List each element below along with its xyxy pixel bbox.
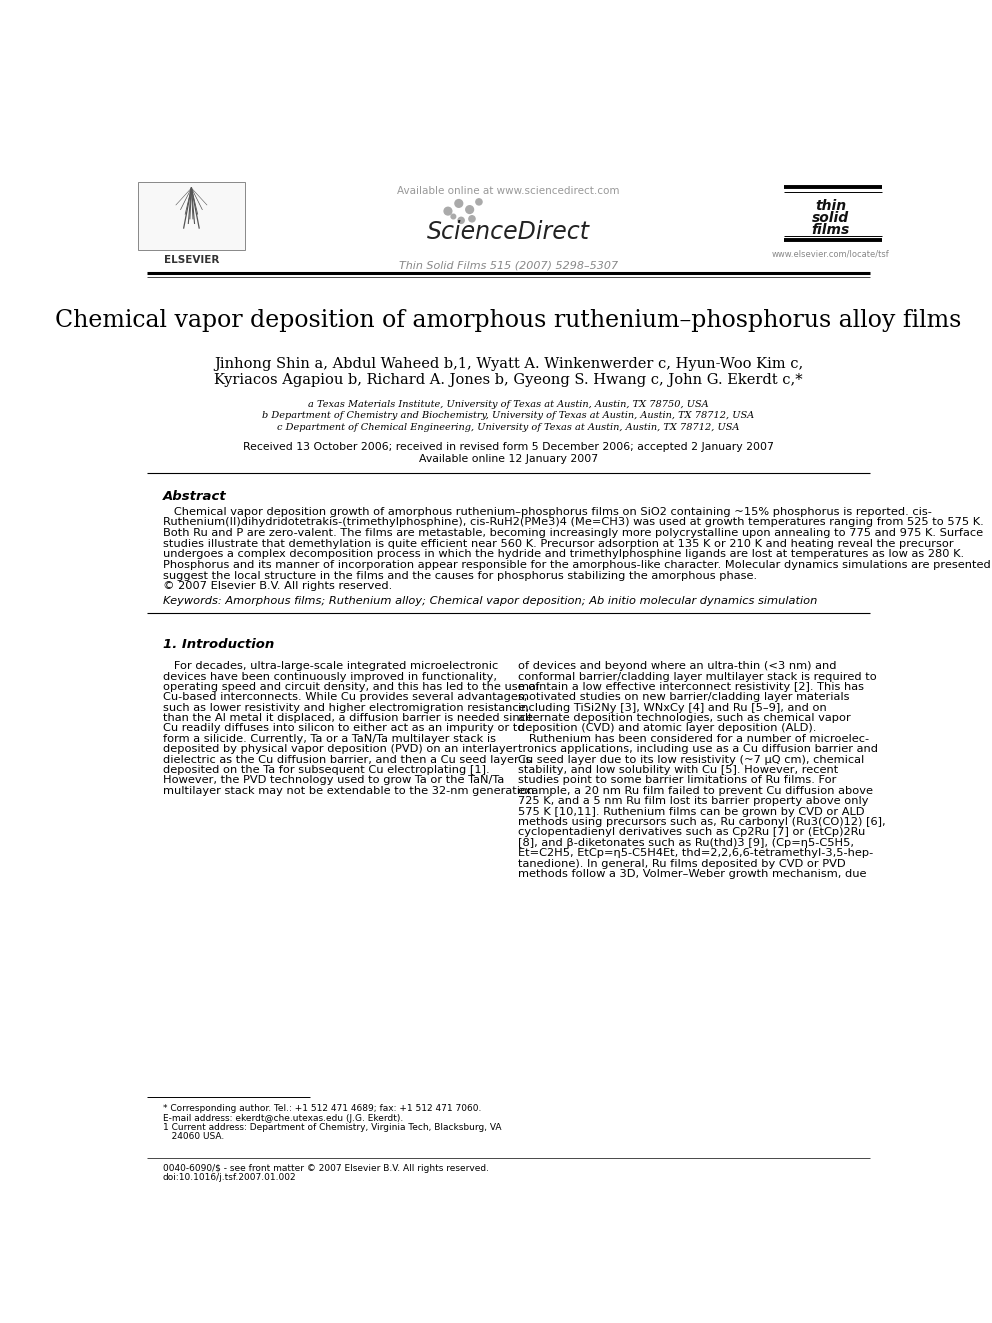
Text: 1. Introduction: 1. Introduction [163, 638, 274, 651]
Text: Available online at www.sciencedirect.com: Available online at www.sciencedirect.co… [397, 185, 620, 196]
Text: b Department of Chemistry and Biochemistry, University of Texas at Austin, Austi: b Department of Chemistry and Biochemist… [262, 411, 755, 421]
Text: multilayer stack may not be extendable to the 32-nm generation: multilayer stack may not be extendable t… [163, 786, 534, 796]
Text: However, the PVD technology used to grow Ta or the TaN/Ta: However, the PVD technology used to grow… [163, 775, 504, 786]
Text: 575 K [10,11]. Ruthenium films can be grown by CVD or ALD: 575 K [10,11]. Ruthenium films can be gr… [518, 807, 864, 816]
Text: Ruthenium has been considered for a number of microelec-: Ruthenium has been considered for a numb… [518, 734, 869, 744]
Text: motivated studies on new barrier/cladding layer materials: motivated studies on new barrier/claddin… [518, 692, 849, 703]
Text: dielectric as the Cu diffusion barrier, and then a Cu seed layer is: dielectric as the Cu diffusion barrier, … [163, 754, 532, 765]
Text: thin: thin [815, 198, 846, 213]
Circle shape [466, 206, 473, 213]
Text: Et=C2H5, EtCp=η5-C5H4Et, thd=2,2,6,6-tetramethyl-3,5-hep-: Et=C2H5, EtCp=η5-C5H4Et, thd=2,2,6,6-tet… [518, 848, 873, 859]
Text: than the Al metal it displaced, a diffusion barrier is needed since: than the Al metal it displaced, a diffus… [163, 713, 533, 724]
Text: Available online 12 January 2007: Available online 12 January 2007 [419, 454, 598, 464]
Text: such as lower resistivity and higher electromigration resistance,: such as lower resistivity and higher ele… [163, 703, 529, 713]
Circle shape [469, 216, 475, 222]
Text: E-mail address: ekerdt@che.utexas.edu (J.G. Ekerdt).: E-mail address: ekerdt@che.utexas.edu (J… [163, 1114, 403, 1122]
Text: Cu seed layer due to its low resistivity (~7 μQ cm), chemical: Cu seed layer due to its low resistivity… [518, 754, 864, 765]
Text: ScienceDirect: ScienceDirect [427, 221, 590, 245]
Text: Both Ru and P are zero-valent. The films are metastable, becoming increasingly m: Both Ru and P are zero-valent. The films… [163, 528, 983, 538]
Text: tanedione). In general, Ru films deposited by CVD or PVD: tanedione). In general, Ru films deposit… [518, 859, 845, 869]
Text: Keywords: Amorphous films; Ruthenium alloy; Chemical vapor deposition; Ab initio: Keywords: Amorphous films; Ruthenium all… [163, 597, 817, 606]
Text: deposited on the Ta for subsequent Cu electroplating [1].: deposited on the Ta for subsequent Cu el… [163, 765, 489, 775]
Text: tronics applications, including use as a Cu diffusion barrier and: tronics applications, including use as a… [518, 745, 878, 754]
Text: methods follow a 3D, Volmer–Weber growth mechanism, due: methods follow a 3D, Volmer–Weber growth… [518, 869, 866, 878]
Bar [138, 181, 245, 250]
Text: * Corresponding author. Tel.: +1 512 471 4689; fax: +1 512 471 7060.: * Corresponding author. Tel.: +1 512 471… [163, 1105, 481, 1114]
Text: ELSEVIER: ELSEVIER [164, 255, 219, 265]
Text: [8], and β-diketonates such as Ru(thd)3 [9], (Cp=η5-C5H5,: [8], and β-diketonates such as Ru(thd)3 … [518, 837, 854, 848]
Circle shape [451, 214, 455, 218]
Text: undergoes a complex decomposition process in which the hydride and trimethylphos: undergoes a complex decomposition proces… [163, 549, 964, 560]
Text: deposited by physical vapor deposition (PVD) on an interlayer: deposited by physical vapor deposition (… [163, 745, 517, 754]
Text: www.elsevier.com/locate/tsf: www.elsevier.com/locate/tsf [772, 250, 890, 258]
Text: cyclopentadienyl derivatives such as Cp2Ru [7] or (EtCp)2Ru: cyclopentadienyl derivatives such as Cp2… [518, 827, 865, 837]
Text: Ruthenium(II)dihydridotetrakis-(trimethylphosphine), cis-RuH2(PMe3)4 (Me=CH3) wa: Ruthenium(II)dihydridotetrakis-(trimethy… [163, 517, 983, 528]
Text: Phosphorus and its manner of incorporation appear responsible for the amorphous-: Phosphorus and its manner of incorporati… [163, 560, 992, 570]
Text: maintain a low effective interconnect resistivity [2]. This has: maintain a low effective interconnect re… [518, 681, 864, 692]
Text: studies illustrate that demethylation is quite efficient near 560 K. Precursor a: studies illustrate that demethylation is… [163, 538, 953, 549]
Text: deposition (CVD) and atomic layer deposition (ALD).: deposition (CVD) and atomic layer deposi… [518, 724, 816, 733]
Text: of devices and beyond where an ultra-thin (<3 nm) and: of devices and beyond where an ultra-thi… [518, 662, 836, 671]
Text: alternate deposition technologies, such as chemical vapor: alternate deposition technologies, such … [518, 713, 850, 724]
Text: form a silicide. Currently, Ta or a TaN/Ta multilayer stack is: form a silicide. Currently, Ta or a TaN/… [163, 734, 496, 744]
Text: Cu readily diffuses into silicon to either act as an impurity or to: Cu readily diffuses into silicon to eith… [163, 724, 524, 733]
Text: 24060 USA.: 24060 USA. [163, 1132, 224, 1140]
Text: Chemical vapor deposition growth of amorphous ruthenium–phosphorus films on SiO2: Chemical vapor deposition growth of amor… [163, 507, 931, 517]
Text: a Texas Materials Institute, University of Texas at Austin, Austin, TX 78750, US: a Texas Materials Institute, University … [309, 400, 708, 409]
Text: Abstract: Abstract [163, 490, 226, 503]
Circle shape [444, 208, 451, 214]
Text: Kyriacos Agapiou b, Richard A. Jones b, Gyeong S. Hwang c, John G. Ekerdt c,*: Kyriacos Agapiou b, Richard A. Jones b, … [214, 373, 803, 386]
Text: example, a 20 nm Ru film failed to prevent Cu diffusion above: example, a 20 nm Ru film failed to preve… [518, 786, 873, 796]
Text: operating speed and circuit density, and this has led to the use of: operating speed and circuit density, and… [163, 681, 539, 692]
Text: conformal barrier/cladding layer multilayer stack is required to: conformal barrier/cladding layer multila… [518, 672, 877, 681]
Text: Thin Solid Films 515 (2007) 5298–5307: Thin Solid Films 515 (2007) 5298–5307 [399, 261, 618, 270]
Text: Received 13 October 2006; received in revised form 5 December 2006; accepted 2 J: Received 13 October 2006; received in re… [243, 442, 774, 452]
Text: methods using precursors such as, Ru carbonyl (Ru3(CO)12) [6],: methods using precursors such as, Ru car… [518, 818, 885, 827]
Circle shape [458, 217, 464, 224]
Text: studies point to some barrier limitations of Ru films. For: studies point to some barrier limitation… [518, 775, 836, 786]
Text: suggest the local structure in the films and the causes for phosphorus stabilizi: suggest the local structure in the films… [163, 570, 757, 581]
Text: 1 Current address: Department of Chemistry, Virginia Tech, Blacksburg, VA: 1 Current address: Department of Chemist… [163, 1123, 501, 1131]
Text: 725 K, and a 5 nm Ru film lost its barrier property above only: 725 K, and a 5 nm Ru film lost its barri… [518, 796, 868, 806]
Text: stability, and low solubility with Cu [5]. However, recent: stability, and low solubility with Cu [5… [518, 765, 838, 775]
Text: Jinhong Shin a, Abdul Waheed b,1, Wyatt A. Winkenwerder c, Hyun-Woo Kim c,: Jinhong Shin a, Abdul Waheed b,1, Wyatt … [213, 357, 804, 372]
Circle shape [476, 198, 482, 205]
Text: doi:10.1016/j.tsf.2007.01.002: doi:10.1016/j.tsf.2007.01.002 [163, 1174, 297, 1181]
Text: solid: solid [812, 212, 849, 225]
Text: devices have been continuously improved in functionality,: devices have been continuously improved … [163, 672, 497, 681]
Text: For decades, ultra-large-scale integrated microelectronic: For decades, ultra-large-scale integrate… [163, 662, 498, 671]
Text: Chemical vapor deposition of amorphous ruthenium–phosphorus alloy films: Chemical vapor deposition of amorphous r… [56, 308, 961, 332]
Text: including TiSi2Ny [3], WNxCy [4] and Ru [5–9], and on: including TiSi2Ny [3], WNxCy [4] and Ru … [518, 703, 826, 713]
Text: Cu-based interconnects. While Cu provides several advantages,: Cu-based interconnects. While Cu provide… [163, 692, 527, 703]
Text: c Department of Chemical Engineering, University of Texas at Austin, Austin, TX : c Department of Chemical Engineering, Un… [277, 423, 740, 431]
Text: films: films [811, 224, 850, 237]
Text: © 2007 Elsevier B.V. All rights reserved.: © 2007 Elsevier B.V. All rights reserved… [163, 581, 392, 591]
Text: 0040-6090/$ - see front matter © 2007 Elsevier B.V. All rights reserved.: 0040-6090/$ - see front matter © 2007 El… [163, 1164, 489, 1174]
Circle shape [455, 200, 462, 208]
